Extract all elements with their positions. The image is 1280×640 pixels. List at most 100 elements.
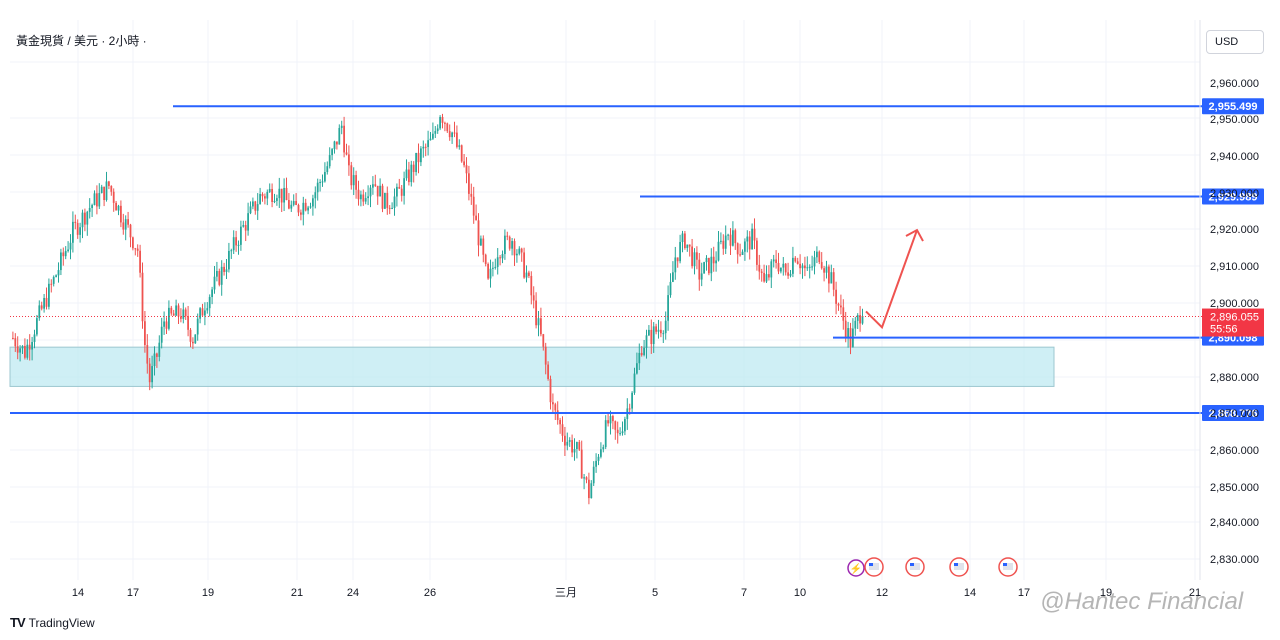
- candle-body: [444, 122, 446, 124]
- candle-body: [105, 181, 108, 201]
- candle-body: [540, 318, 542, 335]
- y-tick-label: 2,850.000: [1210, 482, 1259, 494]
- candle-body: [213, 276, 216, 290]
- candle-body: [856, 315, 859, 321]
- candle-body: [559, 419, 561, 425]
- x-tick-label: 14: [72, 587, 84, 599]
- candle-body: [861, 315, 864, 324]
- candle-body: [782, 263, 785, 268]
- candle-body: [775, 259, 777, 263]
- candle-body: [427, 140, 429, 148]
- lightning-glyph: ⚡: [850, 562, 862, 575]
- candle-body: [828, 266, 830, 284]
- candle-body: [693, 252, 696, 267]
- level-badge: [1202, 405, 1264, 422]
- x-tick-label: 17: [127, 587, 139, 599]
- x-tick-label: 17: [1018, 587, 1030, 599]
- candle-body: [182, 309, 185, 319]
- candle-body: [844, 320, 847, 338]
- candle-body: [837, 303, 840, 306]
- candle-body: [312, 198, 314, 207]
- candle-body: [33, 334, 36, 342]
- tradingview-label: TradingView: [28, 615, 95, 630]
- x-tick-label: 19: [1100, 587, 1112, 599]
- candle-body: [264, 196, 266, 199]
- candle-body: [592, 466, 595, 484]
- candle-body: [352, 175, 355, 186]
- candle-body: [835, 289, 837, 304]
- candle-body: [696, 252, 698, 260]
- candle-body: [568, 440, 571, 442]
- candle-body: [712, 256, 715, 264]
- candle-body: [331, 149, 333, 156]
- candle-body: [736, 243, 739, 255]
- flag-stripes: [910, 563, 920, 570]
- x-tick-label: 24: [347, 587, 359, 599]
- candle-body: [69, 242, 72, 250]
- candle-body: [223, 266, 225, 272]
- candle-body: [276, 198, 278, 201]
- candle-body: [554, 404, 557, 411]
- symbol-title[interactable]: 黃金現貨 / 美元 · 2小時 ·: [16, 34, 147, 48]
- candle-body: [165, 321, 168, 329]
- candle-body: [240, 226, 242, 245]
- candle-body: [840, 305, 842, 308]
- x-tick-label: 19: [202, 587, 214, 599]
- y-tick-label: 2,920.000: [1210, 224, 1259, 236]
- candle-body: [26, 344, 29, 358]
- level-label: 2,868.776: [1209, 408, 1258, 420]
- tradingview-brand[interactable]: TV TradingView: [10, 615, 95, 630]
- candle-body: [580, 449, 583, 479]
- price-axis: 2,960.0002,950.0002,940.0002,930.0002,92…: [1199, 20, 1259, 580]
- lightning-event-icon[interactable]: [847, 559, 865, 577]
- projection-path[interactable]: [865, 229, 918, 330]
- candle-body: [163, 321, 165, 327]
- candle-body: [585, 477, 588, 480]
- candle-body: [441, 116, 444, 123]
- candle-body: [362, 194, 365, 202]
- candle-body: [374, 184, 377, 186]
- candle-body: [681, 233, 684, 243]
- candle-body: [808, 266, 811, 268]
- candle-body: [184, 309, 187, 317]
- candle-body: [448, 131, 451, 138]
- candle-body: [64, 251, 67, 257]
- candle-body: [434, 131, 437, 134]
- candle-body: [456, 132, 458, 147]
- candle-body: [784, 263, 787, 273]
- candle-body: [28, 344, 31, 350]
- candle-body: [691, 246, 693, 267]
- candle-body: [772, 259, 775, 262]
- candle-body: [420, 148, 422, 163]
- candle-body: [57, 270, 60, 276]
- candle-body: [88, 207, 91, 212]
- candle-body: [501, 254, 504, 259]
- candle-body: [367, 196, 369, 199]
- y-tick-label: 2,960.000: [1210, 78, 1259, 90]
- candle-body: [552, 402, 554, 405]
- candle-body: [230, 250, 233, 252]
- candle-body: [842, 307, 845, 321]
- candle-body: [376, 185, 379, 197]
- candle-body: [621, 431, 624, 434]
- candle-body: [52, 276, 55, 284]
- candle-body: [156, 353, 158, 357]
- candle-body: [504, 235, 506, 255]
- candle-body: [324, 172, 326, 182]
- candle-body: [304, 202, 307, 211]
- y-tick-label: 2,830.000: [1210, 554, 1259, 566]
- candle-body: [470, 193, 473, 197]
- candle-body: [396, 186, 398, 197]
- candle-body: [595, 460, 597, 467]
- candle-body: [602, 447, 605, 450]
- event-icons[interactable]: ⚡: [847, 557, 1018, 577]
- candle-body: [760, 271, 763, 273]
- candle-body: [547, 364, 549, 379]
- candle-body: [393, 196, 396, 208]
- flag-stripes: [954, 563, 964, 570]
- candle-body: [818, 251, 821, 263]
- currency-button[interactable]: USD: [1206, 30, 1264, 54]
- candle-body: [405, 169, 408, 179]
